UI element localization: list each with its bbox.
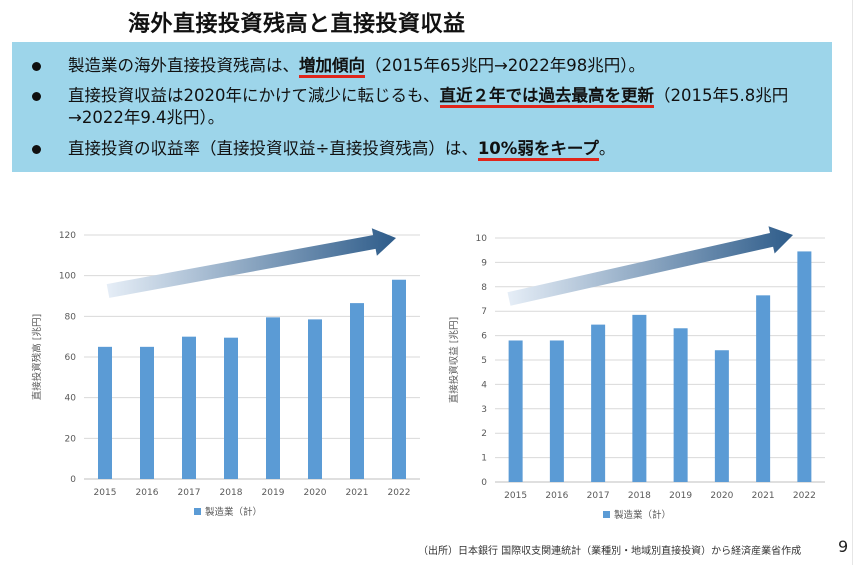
y-tick-label: 2 (481, 429, 487, 439)
legend-label: 製造業（計） (614, 509, 671, 521)
y-tick-label: 100 (59, 272, 76, 282)
y-tick-label: 3 (481, 405, 487, 415)
bar (98, 346, 112, 479)
bar (508, 340, 523, 482)
bullet-text: （2015年5.8兆円→2022年9.4兆円）。 (68, 86, 789, 127)
y-tick-label: 7 (481, 307, 487, 317)
bar (632, 314, 647, 482)
legend-swatch (194, 508, 201, 515)
x-tick-label: 2015 (94, 488, 117, 498)
bullet-text: 。 (598, 139, 616, 158)
y-tick-label: 0 (481, 478, 487, 488)
bullet-text: 製造業の海外直接投資残高は、 (68, 56, 299, 75)
bar (756, 295, 771, 482)
chart-fdi-balance-svg: 0 20 40 60 80 100 120 直接投資残高 [兆円] 2015 2016 2017 20… (31, 228, 420, 518)
y-tick-label: 60 (65, 353, 77, 363)
chart-fdi-balance: 0 20 40 60 80 100 120 直接投資残高 [兆円] 2015 2016 2017 20… (22, 218, 432, 532)
y-tick-label: 10 (476, 234, 488, 244)
legend-label: 製造業（計） (205, 506, 262, 518)
x-tick-label: 2021 (752, 491, 775, 501)
bar (714, 350, 729, 482)
x-tick-label: 2018 (220, 488, 243, 498)
x-tick-label: 2020 (710, 491, 733, 501)
bullet-emphasis: 10%弱をキープ (477, 139, 599, 161)
x-tick-label: 2022 (793, 491, 816, 501)
bar (549, 340, 564, 482)
x-tick-label: 2018 (628, 491, 651, 501)
x-tick-label: 2021 (346, 488, 369, 498)
bar (673, 328, 688, 482)
bullet-text: 直接投資収益は2020年にかけて減少に転じるも、 (68, 86, 440, 105)
y-axis-label: 直接投資収益 [兆円] (448, 317, 460, 403)
bullet-dot-icon (32, 62, 41, 71)
x-tick-label: 2017 (178, 488, 201, 498)
x-tick-label: 2020 (304, 488, 327, 498)
y-tick-label: 80 (65, 312, 77, 322)
trend-arrow-icon (106, 228, 396, 298)
legend-swatch (603, 511, 610, 518)
y-tick-label: 0 (70, 475, 76, 485)
y-tick-label: 9 (481, 258, 487, 268)
bar (350, 303, 364, 479)
bullet-dot-icon (32, 92, 41, 101)
bullet-emphasis: 直近２年では過去最高を更新 (439, 86, 654, 108)
chart-fdi-income: 0 1 2 3 4 5 6 7 8 9 10 直接投資収益 [兆円] 2015 2016 2017 2018 2… (443, 218, 843, 532)
trend-arrow-icon (507, 226, 793, 306)
summary-box: 製造業の海外直接投資残高は、増加傾向（2015年65兆円→2022年98兆円）。… (12, 42, 832, 172)
x-tick-label: 2015 (504, 491, 527, 501)
y-tick-label: 40 (65, 394, 77, 404)
y-tick-label: 120 (59, 231, 76, 241)
y-tick-label: 1 (481, 454, 487, 464)
y-tick-label: 5 (481, 356, 487, 366)
y-tick-label: 6 (481, 332, 487, 342)
bullet-text: 直接投資の収益率（直接投資収益÷直接投資残高）は、 (68, 139, 478, 158)
bar (266, 317, 280, 479)
page-title: 海外直接投資残高と直接投資収益 (128, 12, 466, 37)
bullet-text: （2015年65兆円→2022年98兆円）。 (365, 56, 646, 75)
bar (591, 324, 606, 482)
bar (224, 337, 238, 479)
page-number: 9 (838, 537, 849, 556)
x-tick-label: 2022 (388, 488, 411, 498)
y-tick-label: 8 (481, 283, 487, 293)
y-tick-label: 4 (481, 380, 487, 390)
bar (140, 346, 154, 479)
x-tick-label: 2017 (587, 491, 610, 501)
x-tick-label: 2016 (136, 488, 159, 498)
x-tick-label: 2019 (669, 491, 692, 501)
x-tick-label: 2019 (262, 488, 285, 498)
bar (308, 319, 322, 479)
bullet-emphasis: 増加傾向 (299, 56, 365, 78)
right-edge-divider (852, 0, 863, 565)
bar (392, 279, 406, 479)
chart-fdi-income-svg: 0 1 2 3 4 5 6 7 8 9 10 直接投資収益 [兆円] 2015 2016 2017 2018 2… (448, 226, 825, 521)
bar (182, 336, 196, 479)
y-axis-label: 直接投資残高 [兆円] (31, 314, 43, 400)
bullet-dot-icon (32, 145, 41, 154)
bar (797, 251, 812, 482)
y-tick-label: 20 (65, 434, 77, 444)
x-tick-label: 2016 (545, 491, 568, 501)
source-note: （出所）日本銀行 国際収支関連統計（業種別・地域別直接投資）から経済産業省作成 (418, 546, 802, 557)
